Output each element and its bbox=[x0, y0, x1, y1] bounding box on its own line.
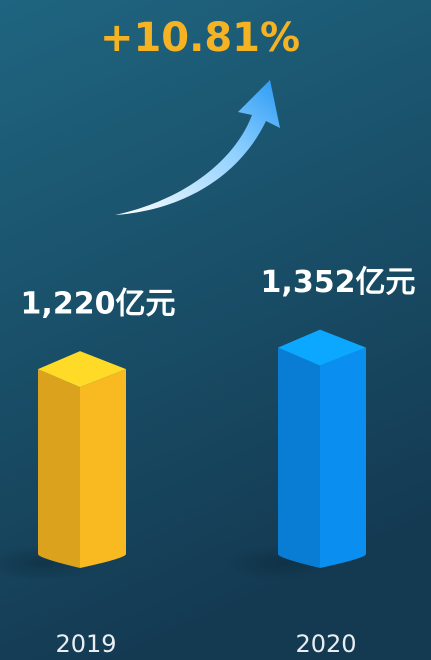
value-label: 1,352亿元 bbox=[261, 265, 416, 300]
bar-left-face bbox=[38, 369, 80, 568]
bar-top bbox=[38, 351, 126, 388]
growth-arrow bbox=[115, 80, 280, 215]
value-label: 1,220亿元 bbox=[21, 287, 176, 322]
bar-right-face bbox=[320, 347, 366, 568]
x-tick-label: 2019 bbox=[55, 630, 116, 658]
bar-right-face bbox=[80, 369, 126, 568]
growth-annotation: +10.81% bbox=[100, 15, 300, 61]
bar-top bbox=[278, 329, 366, 366]
x-tick-label: 2020 bbox=[295, 630, 356, 658]
bar-left-face bbox=[278, 347, 320, 568]
